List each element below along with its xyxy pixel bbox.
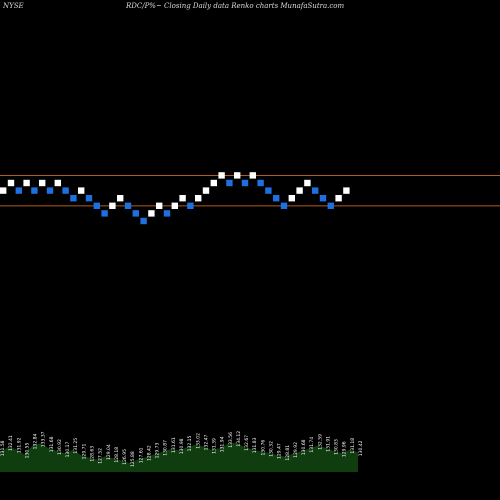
renko-brick-down (319, 195, 327, 202)
renko-brick-up (109, 202, 116, 209)
renko-brick-down (46, 187, 54, 194)
renko-brick-down (257, 179, 264, 187)
volume-label: 131.25 (73, 438, 79, 454)
renko-brick-down (93, 202, 100, 209)
volume-label: 129.71 (81, 444, 87, 460)
volume-label: 133.56 (228, 432, 234, 448)
volume-label: 130.42 (358, 440, 364, 456)
volume-label: 131.61 (171, 437, 177, 453)
renko-brick-down (15, 187, 22, 194)
volume-label: 130.92 (57, 439, 63, 455)
volume-label: 127.61 (138, 447, 144, 463)
renko-brick-up (171, 202, 178, 209)
volume-area-fill (0, 442, 358, 472)
renko-brick-down (265, 187, 272, 194)
renko-brick-down (62, 187, 69, 194)
chart-description: RDC/P%~ Closing Daily data Renko charts … (126, 2, 345, 10)
volume-label: 130.68 (301, 439, 307, 455)
renko-brick-down (241, 179, 249, 187)
volume-label: 133.37 (41, 431, 47, 447)
renko-brick-up (195, 195, 202, 202)
renko-brick-down (70, 195, 77, 202)
exchange-label: NYSE (3, 2, 24, 10)
volume-label: 129.73 (155, 443, 161, 459)
volume-label: 131.18 (350, 438, 356, 454)
renko-brick-down (101, 210, 108, 217)
renko-brick-down (31, 187, 38, 194)
renko-brick-up (218, 172, 225, 179)
volume-label: 128.63 (90, 446, 96, 462)
renko-brick-up (0, 187, 7, 194)
renko-brick-down (140, 217, 147, 225)
renko-brick-down (312, 187, 319, 194)
volume-label: 131.94 (220, 436, 226, 452)
volume-label: 129.47 (277, 443, 283, 459)
renko-brick-down (124, 202, 132, 209)
renko-brick-up (54, 179, 61, 187)
volume-label: 131.92 (16, 437, 22, 453)
renko-brick-up (117, 195, 124, 202)
renko-brick-up (148, 210, 155, 217)
renko-brick-down (226, 179, 233, 187)
volume-label: 131.74 (309, 437, 315, 453)
volume-label: 126.95 (122, 449, 128, 465)
volume-label: 132.67 (244, 435, 250, 451)
volume-label: 130.55 (24, 443, 30, 459)
renko-bricks (0, 172, 350, 225)
renko-brick-down (273, 195, 280, 202)
volume-label: 130.87 (163, 440, 169, 456)
volume-label: 127.52 (98, 448, 104, 464)
renko-brick-up (335, 195, 342, 202)
volume-label: 131.91 (326, 436, 332, 452)
renko-brick-up (288, 195, 295, 202)
renko-brick-down (85, 195, 93, 202)
volume-label: 128.81 (285, 445, 291, 461)
volume-label: 132.41 (8, 435, 14, 451)
renko-brick-up (296, 187, 303, 194)
renko-brick-up (7, 179, 15, 187)
renko-brick-up (202, 187, 210, 194)
volume-label: 130.17 (65, 442, 71, 458)
volume-label: 134.12 (236, 431, 242, 447)
renko-brick-up (78, 187, 85, 194)
volume-label: 129.92 (293, 442, 299, 458)
renko-brick-up (39, 179, 46, 187)
volume-label: 131.83 (252, 437, 258, 453)
renko-brick-up (343, 187, 350, 194)
volume-label: 129.04 (106, 444, 112, 460)
renko-brick-down (327, 202, 334, 209)
volume-label: 125.88 (130, 451, 136, 467)
volume-label: 131.58 (0, 440, 6, 456)
renko-brick-down (187, 202, 194, 209)
renko-brick-down (163, 210, 171, 217)
volume-label: 130.83 (334, 439, 340, 455)
volume-label: 132.15 (187, 436, 193, 452)
volume-label: 128.18 (114, 447, 120, 463)
volume-label: 133.02 (195, 433, 201, 449)
volume-label: 131.68 (49, 436, 55, 452)
renko-brick-up (304, 179, 311, 187)
volume-label: 132.84 (33, 434, 39, 450)
renko-brick-up (156, 202, 163, 209)
volume-label: 132.47 (203, 435, 209, 451)
volume-label: 130.98 (179, 438, 185, 454)
volume-label: 128.42 (147, 445, 153, 461)
volume-label: 130.32 (269, 441, 275, 457)
volume-label: 129.96 (342, 441, 348, 457)
renko-brick-up (23, 179, 30, 187)
renko-brick-up (249, 172, 256, 179)
renko-brick-up (234, 172, 241, 179)
volume-label: 132.59 (317, 434, 323, 450)
renko-brick-up (179, 195, 186, 202)
renko-brick-down (132, 210, 139, 217)
volume-label: 130.76 (260, 440, 266, 456)
renko-brick-down (280, 202, 288, 209)
renko-brick-up (210, 179, 217, 187)
volume-area (0, 442, 358, 472)
volume-label: 131.39 (212, 438, 218, 454)
